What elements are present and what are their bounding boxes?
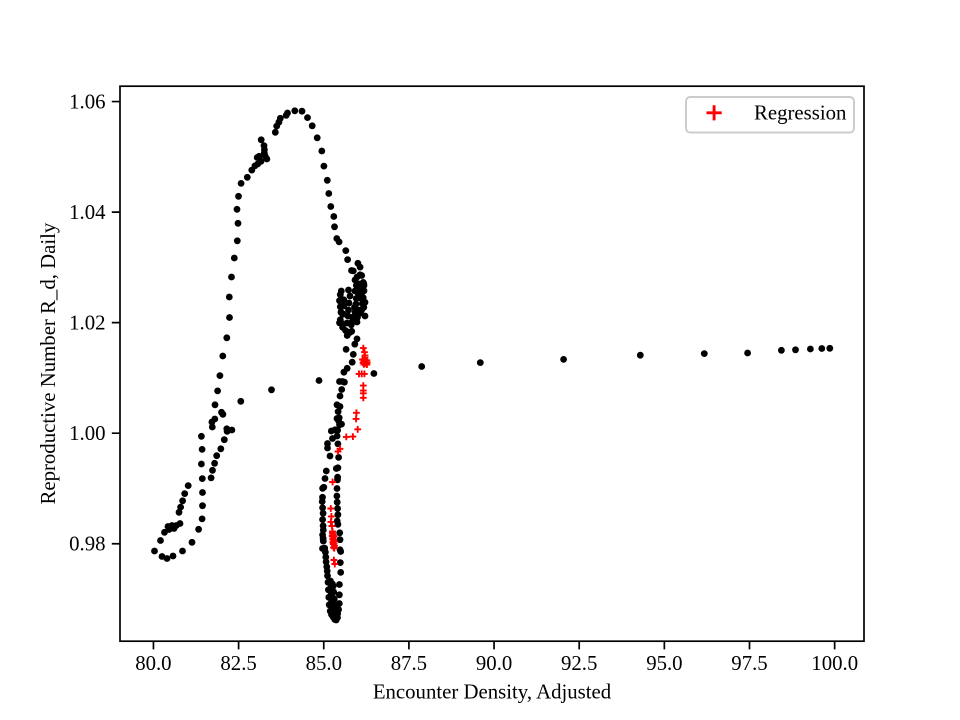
svg-text:85.0: 85.0 — [306, 652, 342, 675]
svg-text:Encounter Density, Adjusted: Encounter Density, Adjusted — [373, 681, 612, 704]
svg-text:Regression: Regression — [754, 102, 847, 125]
svg-text:0.98: 0.98 — [69, 533, 105, 556]
svg-text:1.02: 1.02 — [69, 312, 105, 335]
svg-text:87.5: 87.5 — [391, 652, 427, 675]
svg-text:80.0: 80.0 — [135, 652, 171, 675]
svg-text:90.0: 90.0 — [476, 652, 512, 675]
svg-text:92.5: 92.5 — [561, 652, 597, 675]
svg-text:1.04: 1.04 — [69, 201, 106, 224]
svg-text:97.5: 97.5 — [731, 652, 767, 675]
svg-text:1.00: 1.00 — [69, 422, 105, 445]
svg-text:Reproductive Number R_d, Daily: Reproductive Number R_d, Daily — [37, 222, 60, 504]
svg-text:95.0: 95.0 — [646, 652, 682, 675]
svg-text:1.06: 1.06 — [69, 90, 105, 113]
svg-text:100.0: 100.0 — [811, 652, 858, 675]
svg-text:82.5: 82.5 — [220, 652, 256, 675]
